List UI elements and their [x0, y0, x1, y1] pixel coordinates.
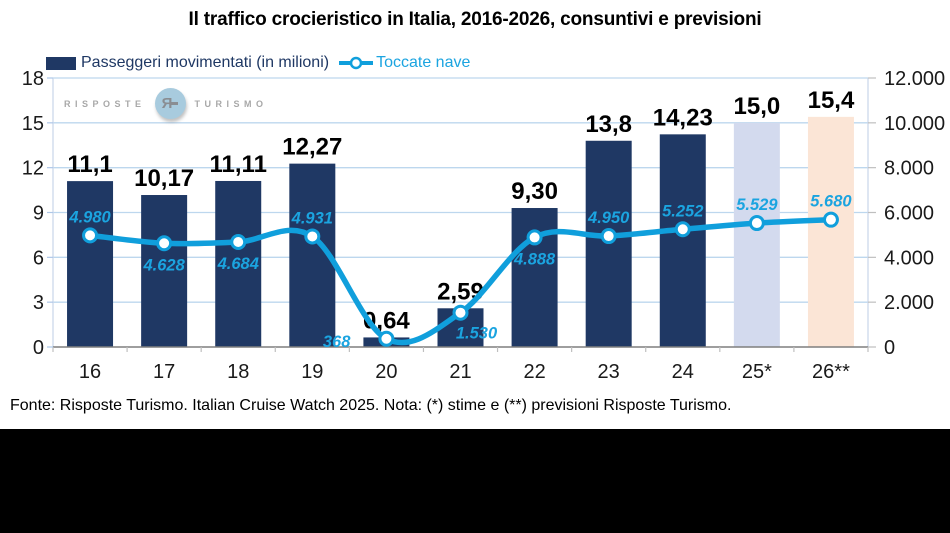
marker-19	[304, 228, 321, 245]
bar-label-25: 15,0	[734, 93, 781, 120]
line-series-marker-icon	[338, 56, 374, 70]
line-label-19: 4.931	[291, 209, 333, 227]
marker-18	[230, 234, 247, 251]
bar-series-swatch-icon	[46, 56, 76, 70]
x-label-24: 24	[672, 361, 694, 383]
x-label-22: 22	[523, 361, 545, 383]
bar-16	[67, 181, 114, 347]
x-label-21: 21	[449, 361, 471, 383]
right-axis-label-4.000: 4.000	[884, 247, 934, 269]
line-label-21: 1.530	[456, 325, 498, 343]
marker-20	[378, 330, 395, 347]
risposte-turismo-watermark: RISPOSTE Я TURISMO	[64, 88, 268, 119]
line-label-16: 4.980	[68, 208, 111, 226]
marker-24	[674, 221, 691, 238]
logo-dash	[170, 102, 179, 105]
right-axis-label-8.000: 8.000	[884, 158, 934, 180]
marker-26	[822, 211, 839, 228]
x-label-16: 16	[79, 361, 101, 383]
x-label-26: 26**	[812, 361, 850, 383]
left-axis-label-12: 12	[22, 158, 44, 180]
right-axis-label-6.000: 6.000	[884, 203, 934, 225]
left-axis-label-18: 18	[22, 68, 44, 90]
line-label-26: 5.680	[810, 193, 852, 211]
line-label-17: 4.628	[142, 256, 185, 274]
bar-label-16: 11,1	[67, 151, 112, 178]
legend: Passeggeri movimentati (in milioni) Tocc…	[46, 53, 470, 73]
marker-22	[526, 229, 543, 246]
chart-title: Il traffico crocieristico in Italia, 201…	[188, 9, 762, 30]
risposte-turismo-logo-icon: Я	[154, 88, 186, 119]
black-band	[0, 429, 950, 533]
logo-monogram: Я	[162, 95, 179, 112]
marker-23	[600, 228, 617, 245]
bar-18	[215, 180, 262, 347]
left-axis-label-9: 9	[33, 203, 44, 225]
watermark-text-right: TURISMO	[194, 98, 268, 109]
bar-label-17: 10,17	[134, 165, 194, 192]
x-label-20: 20	[375, 361, 397, 383]
right-axis-label-12.000: 12.000	[884, 68, 945, 90]
bar-25	[733, 122, 780, 347]
bar-label-18: 11,11	[210, 151, 267, 178]
right-axis-label-2.000: 2.000	[884, 292, 934, 314]
x-label-18: 18	[227, 361, 249, 383]
bar-label-19: 12,27	[282, 134, 342, 161]
left-axis-label-15: 15	[22, 113, 44, 135]
legend-label-ship-calls: Toccate nave	[376, 54, 471, 71]
bar-label-22: 9,30	[511, 178, 558, 205]
watermark-text-left: RISPOSTE	[64, 98, 146, 109]
marker-21	[452, 304, 469, 321]
x-label-19: 19	[301, 361, 323, 383]
bar-26	[807, 116, 854, 347]
bar-label-24: 14,23	[653, 104, 713, 131]
line-label-20: 368	[323, 333, 351, 351]
bar-22	[511, 208, 558, 347]
marker-16	[82, 227, 99, 244]
left-axis-label-0: 0	[33, 337, 44, 359]
legend-label-passengers: Passeggeri movimentati (in milioni)	[81, 54, 330, 71]
line-label-23: 4.950	[587, 209, 630, 227]
legend-item-passengers: Passeggeri movimentati (in milioni)	[46, 54, 329, 72]
x-label-17: 17	[153, 361, 175, 383]
chart-canvas: Il traffico crocieristico in Italia, 201…	[0, 0, 950, 429]
marker-17	[156, 235, 173, 252]
bar-label-26: 15,4	[808, 87, 855, 114]
right-axis-label-0: 0	[884, 337, 895, 359]
line-label-22: 4.888	[513, 250, 556, 268]
x-label-25: 25*	[742, 361, 772, 383]
line-label-24: 5.252	[662, 202, 703, 220]
x-label-23: 23	[598, 361, 620, 383]
bar-label-23: 13,8	[585, 111, 632, 138]
left-axis-label-3: 3	[33, 292, 44, 314]
bar-17	[141, 195, 188, 347]
right-axis-label-10.000: 10.000	[884, 113, 945, 135]
left-axis-label-6: 6	[33, 247, 44, 269]
marker-25	[748, 215, 765, 232]
source-note: Fonte: Risposte Turismo. Italian Cruise …	[10, 397, 732, 414]
legend-item-ship-calls: Toccate nave	[329, 54, 470, 72]
bar-24	[659, 134, 706, 347]
line-label-18: 4.684	[217, 255, 259, 273]
line-label-25: 5.529	[736, 196, 778, 214]
